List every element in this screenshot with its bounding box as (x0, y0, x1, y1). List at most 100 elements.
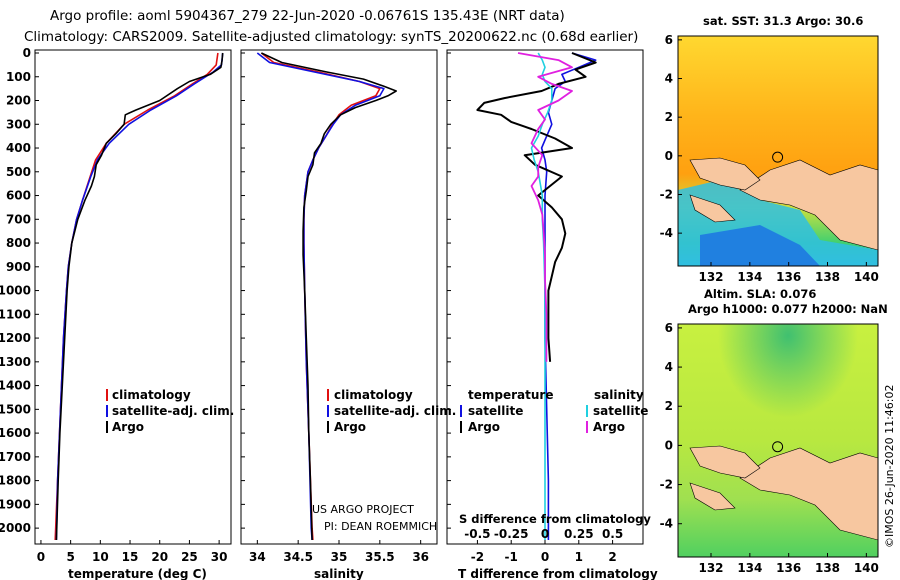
sst-land-birdshead (689, 157, 761, 191)
x-tick-label: -1 (505, 550, 518, 564)
depth-tick-label: 1800 (0, 474, 31, 488)
depth-tick-label: 0 (23, 46, 31, 60)
depth-tick-label: 1700 (0, 450, 31, 464)
lat-tick-label: -4 (660, 226, 673, 240)
depth-tick-label: 1000 (0, 284, 31, 298)
series-satellite-adj-clim- (256, 52, 385, 541)
title-line-2: Climatology: CARS2009. Satellite-adjuste… (24, 29, 638, 45)
x-tick-label: 34 (249, 550, 266, 564)
lat-tick-label: 0 (665, 438, 673, 452)
sla-map: Altim. SLA: 0.076 Argo h1000: 0.077 h200… (660, 287, 888, 575)
lat-tick-label: 6 (665, 33, 673, 47)
lat-tick-label: 6 (665, 321, 673, 335)
x-tick-label: 2 (608, 550, 616, 564)
lon-tick-label: 132 (698, 270, 723, 284)
project-annotation: US ARGO PROJECT (312, 503, 414, 516)
legend-climatology: climatology (334, 388, 413, 402)
legend-s-argo: Argo (593, 420, 625, 434)
sla-argo-location (772, 441, 784, 453)
difference-legend: temperature satellite Argo salinity sate… (460, 388, 648, 434)
depth-tick-label: 700 (6, 212, 31, 226)
sla-title-line-1: Altim. SLA: 0.076 (704, 287, 816, 301)
pi-annotation: PI: DEAN ROEMMICH (324, 520, 437, 533)
lon-tick-label: 138 (815, 270, 840, 284)
s-tick-label: 0.25 (564, 527, 594, 541)
lon-tick-label: 136 (776, 561, 801, 575)
x-tick-labels: 0 5 10 15 20 25 30 34 34.5 35 35.5 36 -2 -1 0 1 2 -0.5 -0.… (37, 527, 623, 564)
series-argo (55, 52, 224, 541)
lon-tick-label: 134 (737, 561, 762, 575)
temperature-plot (54, 52, 224, 541)
depth-tick-label: 2000 (0, 521, 31, 535)
lat-tick-label: -4 (660, 517, 673, 531)
legend-temperature-title: temperature (468, 388, 553, 402)
series-climatology (260, 52, 381, 541)
lon-tick-label: 140 (854, 270, 879, 284)
lon-tick-label: 134 (737, 270, 762, 284)
sla-title-line-2: Argo h1000: 0.077 h2000: NaN (688, 302, 888, 316)
legend-t-satellite: satellite (468, 404, 523, 418)
x-tick-label: 1 (575, 550, 583, 564)
depth-tick-label: 1100 (0, 307, 31, 321)
x-tick-label: 10 (92, 550, 109, 564)
x-tick-label: 15 (122, 550, 139, 564)
depth-tick-label: 600 (6, 189, 31, 203)
lon-tick-label: 132 (698, 561, 723, 575)
x-tick-label: 0 (541, 550, 549, 564)
depth-tick-label: 1900 (0, 497, 31, 511)
depth-tick-label: 1500 (0, 402, 31, 416)
lat-tick-label: -2 (660, 187, 673, 201)
series-argo (261, 52, 398, 541)
series-t-argo (476, 52, 597, 362)
sla-land (739, 447, 878, 541)
lat-tick-label: -2 (660, 478, 673, 492)
x-tick-label: 5 (66, 550, 74, 564)
difference-xlabel: T difference from climatology (458, 567, 658, 580)
depth-tick-label: 100 (6, 70, 31, 84)
legend-argo: Argo (112, 420, 144, 434)
depth-tick-label: 200 (6, 94, 31, 108)
temperature-panel (34, 49, 232, 545)
sst-deep-cool (700, 225, 820, 266)
temperature-xlabel: temperature (deg C) (68, 567, 207, 580)
legend-t-argo: Argo (468, 420, 500, 434)
s-difference-label: S difference from climatology (459, 512, 651, 526)
x-tick-label: 35.5 (365, 550, 395, 564)
x-tick-label: -2 (471, 550, 484, 564)
lon-tick-label: 136 (776, 270, 801, 284)
salinity-xlabel: salinity (314, 567, 364, 580)
series-satellite-adj-clim- (55, 52, 224, 541)
depth-tick-label: 1400 (0, 379, 31, 393)
s-tick-label: -0.25 (494, 527, 529, 541)
x-tick-label: 20 (151, 550, 168, 564)
legend-satellite-adj: satellite-adj. clim. (112, 404, 234, 418)
sst-land-peninsula (689, 194, 736, 223)
x-tick-label: 36 (412, 550, 429, 564)
depth-axis: 0 100 200 300 400 500 600 700 800 900 1000 1100 1200… (0, 46, 451, 535)
legend-s-satellite: satellite (593, 404, 648, 418)
sla-land-birdshead (689, 445, 761, 479)
depth-tick-label: 800 (6, 236, 31, 250)
depth-tick-label: 900 (6, 260, 31, 274)
depth-tick-label: 1600 (0, 426, 31, 440)
series-climatology (54, 52, 219, 541)
legend-salinity-title: salinity (594, 388, 644, 402)
x-tick-label: 0 (37, 550, 45, 564)
s-tick-label: 0.5 (602, 527, 623, 541)
salinity-plot (256, 52, 398, 541)
x-tick-label: 25 (181, 550, 198, 564)
sst-argo-location (772, 151, 784, 163)
legend-satellite-adj: satellite-adj. clim. (334, 404, 456, 418)
lon-tick-label: 138 (815, 561, 840, 575)
series-t-satellite (540, 52, 597, 540)
lat-tick-label: 4 (665, 72, 673, 86)
sst-land (739, 159, 878, 251)
series-s-argo (517, 52, 573, 362)
title-line-1: Argo profile: aoml 5904367_279 22-Jun-20… (50, 8, 565, 24)
legend-argo: Argo (334, 420, 366, 434)
x-tick-label: 34.5 (283, 550, 313, 564)
s-tick-label: -0.5 (464, 527, 490, 541)
salinity-legend: climatology satellite-adj. clim. Argo US… (312, 388, 456, 533)
credit: ©IMOS 26-Jun-2020 11:46:02 (883, 384, 896, 548)
